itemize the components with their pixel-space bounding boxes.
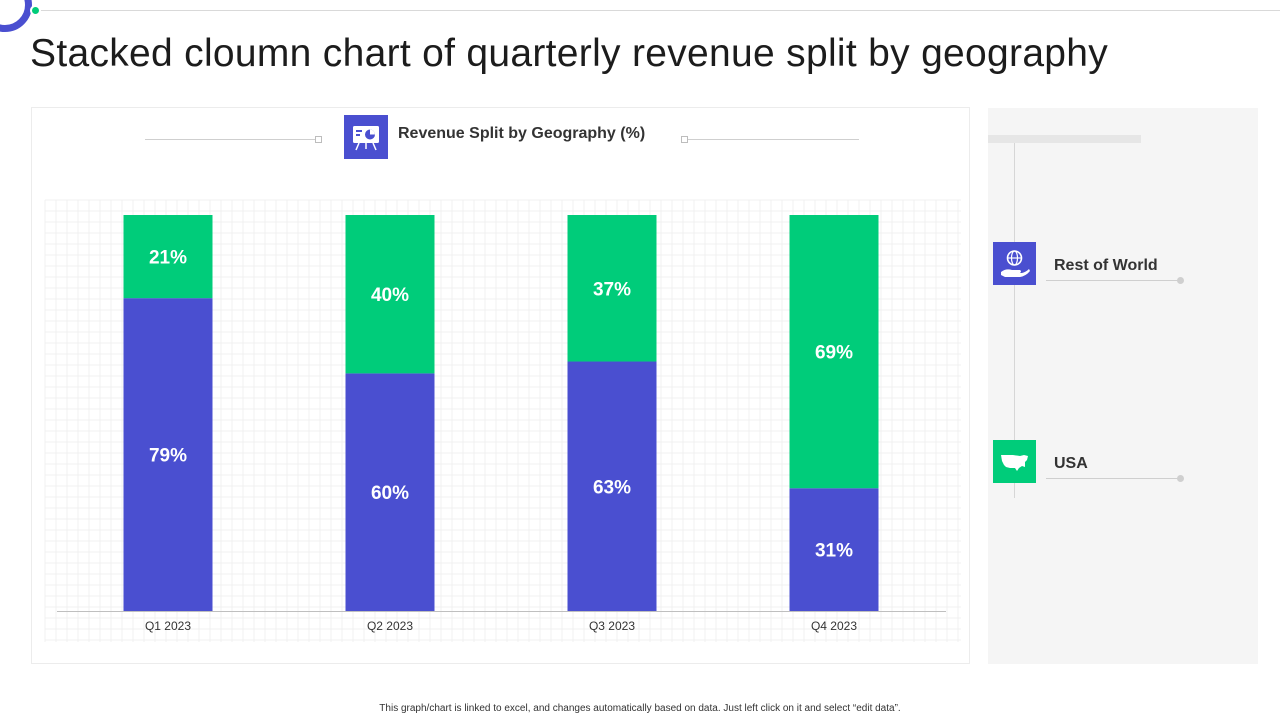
x-tick-label: Q1 2023 [145,619,191,633]
bar-rest-of-world-3[interactable] [567,215,657,362]
legend-dot [1177,475,1184,482]
chart-header-line-right [685,139,859,140]
bar-rest-of-world-4[interactable] [789,215,879,489]
corner-decoration [0,0,32,32]
bar-rest-of-world-2[interactable] [345,215,435,374]
legend-label-rest-of-world: Rest of World [1054,257,1158,274]
legend-item-usa[interactable]: USA [993,440,1193,484]
legend-underline [1046,280,1180,281]
data-label: 69% [815,343,853,364]
bar-usa-1[interactable] [123,298,213,611]
x-tick-label: Q4 2023 [811,619,857,633]
stacked-column-chart[interactable]: 79% 21% Q1 2023 60% 40% Q2 2023 63% 37% Q3 2023 3… [32,108,971,665]
bar-usa-3[interactable] [567,361,657,611]
data-label: 79% [149,446,187,467]
top-divider [40,10,1280,11]
data-label: 21% [149,248,187,269]
legend-label-usa: USA [1054,455,1088,472]
data-label: 60% [371,483,409,504]
data-label: 37% [593,279,631,300]
bar-usa-2[interactable] [345,373,435,611]
legend-item-rest-of-world[interactable]: Rest of World [993,242,1193,286]
chart-header-node-right [681,136,688,143]
presentation-board-icon [344,115,388,159]
legend-connector-line [1014,143,1015,498]
corner-dot [30,5,41,16]
page-title: Stacked cloumn chart of quarterly revenu… [30,32,1109,75]
legend-panel: Rest of World USA [988,108,1258,664]
legend-underline [1046,478,1180,479]
legend-top-bar [988,135,1141,143]
chart-title: Revenue Split by Geography (%) [398,125,646,142]
chart-panel[interactable]: Revenue Split by Geography (%) 79% 21% Q1 … [31,107,970,664]
footnote: This graph/chart is linked to excel, and… [379,703,901,714]
chart-header-node-left [315,136,322,143]
legend-dot [1177,277,1184,284]
hand-globe-icon [993,242,1036,285]
chart-header-line-left [145,139,319,140]
data-label: 31% [815,541,853,562]
x-tick-label: Q3 2023 [589,619,635,633]
bar-usa-4[interactable] [789,488,879,611]
data-label: 63% [593,477,631,498]
usa-map-icon [993,440,1036,483]
x-tick-label: Q2 2023 [367,619,413,633]
data-label: 40% [371,285,409,306]
bar-rest-of-world-1[interactable] [123,215,213,299]
